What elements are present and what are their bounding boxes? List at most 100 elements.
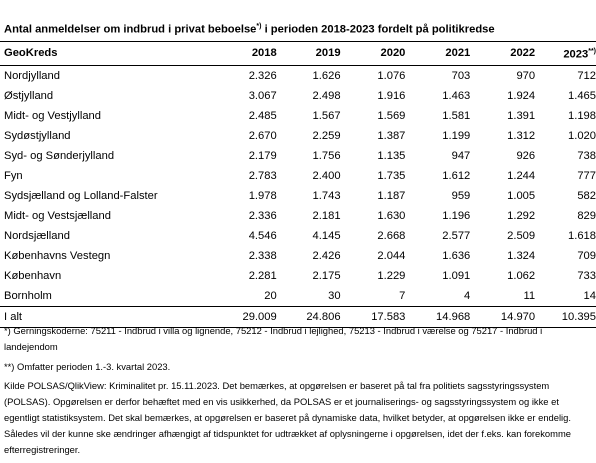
- region-name-cell: Sydøstjylland: [4, 129, 71, 142]
- value-cell: 20: [264, 289, 277, 302]
- value-cell: 30: [328, 289, 341, 302]
- value-cell: 1.569: [377, 109, 406, 122]
- value-cell: 2.281: [248, 269, 277, 282]
- region-name-cell: Københavns Vestegn: [4, 249, 111, 262]
- value-cell: 2.668: [377, 229, 406, 242]
- value-cell: 947: [451, 149, 471, 162]
- region-name-cell: Midt- og Vestjylland: [4, 109, 102, 122]
- value-cell: 1.091: [442, 269, 471, 282]
- footnote-2: **) Omfatter perioden 1.-3. kvartal 2023…: [4, 359, 584, 375]
- value-cell: 1.463: [442, 89, 471, 102]
- value-cell: 1.916: [377, 89, 406, 102]
- region-name-cell: København: [4, 269, 62, 282]
- value-cell: 14.970: [500, 310, 536, 323]
- region-name-cell: Sydsjælland og Lolland-Falster: [4, 189, 158, 202]
- value-cell: 1.612: [442, 169, 471, 182]
- value-cell: 1.387: [377, 129, 406, 142]
- burglary-table: GeoKreds 2018 2019 2020 2021 2022 2023**…: [0, 41, 596, 328]
- total-row: I alt 29.009 24.806 17.583 14.968 14.970 10.39…: [0, 306, 596, 328]
- header-geokreds: GeoKreds: [4, 47, 58, 60]
- value-cell: 2.179: [248, 149, 277, 162]
- table-title: Antal anmeldelser om indbrud i privat be…: [4, 23, 495, 36]
- value-cell: 2.181: [312, 209, 341, 222]
- table-row: København 2.281 2.175 1.229 1.091 1.062 733: [0, 266, 596, 286]
- value-cell: 1.391: [507, 109, 536, 122]
- region-name-cell: Østjylland: [4, 89, 54, 102]
- header-2023: 2023**): [535, 42, 596, 66]
- value-cell: 712: [577, 69, 596, 82]
- value-cell: 2.338: [248, 249, 277, 262]
- value-cell: 1.618: [568, 229, 596, 242]
- value-cell: 1.076: [377, 69, 406, 82]
- value-cell: 1.135: [377, 149, 406, 162]
- value-cell: 24.806: [306, 310, 341, 323]
- value-cell: 1.924: [507, 89, 536, 102]
- value-cell: 2.426: [312, 249, 341, 262]
- value-cell: 2.259: [312, 129, 341, 142]
- value-cell: 2.485: [248, 109, 277, 122]
- value-cell: 703: [451, 69, 471, 82]
- table-row: Midt- og Vestjylland 2.485 1.567 1.569 1.581…: [0, 106, 596, 126]
- value-cell: 1.978: [248, 189, 277, 202]
- value-cell: 829: [577, 209, 596, 222]
- value-cell: 2.175: [312, 269, 341, 282]
- table-row: Bornholm 20 30 7 4 11 14: [0, 286, 596, 307]
- value-cell: 1.630: [377, 209, 406, 222]
- table-row: Sydøstjylland 2.670 2.259 1.387 1.199 1.312 1.…: [0, 126, 596, 146]
- value-cell: 1.244: [507, 169, 536, 182]
- value-cell: 959: [451, 189, 471, 202]
- table-row: Sydsjælland og Lolland-Falster 1.978 1.743…: [0, 186, 596, 206]
- region-name-cell: Nordsjælland: [4, 229, 70, 242]
- value-cell: 4.145: [312, 229, 341, 242]
- title-text-continued: i perioden 2018-2023 fordelt på politikr…: [261, 23, 495, 36]
- value-cell: 2.783: [248, 169, 277, 182]
- value-cell: 2.044: [377, 249, 406, 262]
- header-row: GeoKreds 2018 2019 2020 2021 2022 2023**…: [0, 41, 596, 66]
- value-cell: 1.743: [312, 189, 341, 202]
- value-cell: 1.292: [507, 209, 536, 222]
- value-cell: 2.336: [248, 209, 277, 222]
- value-cell: 10.395: [561, 310, 596, 323]
- value-cell: 7: [399, 289, 406, 302]
- value-cell: 1.020: [568, 129, 596, 142]
- value-cell: 1.187: [377, 189, 406, 202]
- title-footnote-mark: *): [256, 23, 262, 30]
- value-cell: 4: [464, 289, 471, 302]
- value-cell: 1.465: [568, 89, 596, 102]
- value-cell: 733: [577, 269, 596, 282]
- region-name-cell: Fyn: [4, 169, 23, 182]
- footnote-1-text: Gerningskoderne: 75211 - Indbrud i villa…: [4, 325, 543, 352]
- value-cell: 2.326: [248, 69, 277, 82]
- value-cell: 709: [577, 249, 596, 262]
- region-name-cell: I alt: [4, 310, 23, 323]
- source-note: Kilde POLSAS/QlikView: Kriminalitet pr. …: [4, 380, 571, 455]
- value-cell: 4.546: [248, 229, 277, 242]
- header-2019: 2019: [315, 47, 341, 60]
- footnote-2-text: Omfatter perioden 1.-3. kvartal 2023.: [14, 361, 171, 372]
- value-cell: 1.199: [442, 129, 471, 142]
- value-cell: 14: [583, 289, 596, 302]
- table-row: Syd- og Sønderjylland 2.179 1.756 1.135 947 9…: [0, 146, 596, 166]
- table-row: Nordsjælland 4.546 4.145 2.668 2.577 2.509 1.6…: [0, 226, 596, 246]
- value-cell: 1.229: [377, 269, 406, 282]
- value-cell: 926: [516, 149, 536, 162]
- title-text: Antal anmeldelser om indbrud i privat be…: [4, 23, 257, 36]
- footnote-1: *) Gerningskoderne: 75211 - Indbrud i vi…: [4, 323, 584, 355]
- value-cell: 1.062: [507, 269, 536, 282]
- region-name-cell: Bornholm: [4, 289, 52, 302]
- footnote-2-mark: **): [4, 361, 15, 372]
- region-name-cell: Syd- og Sønderjylland: [4, 149, 115, 162]
- value-cell: 3.067: [248, 89, 277, 102]
- region-name-cell: Midt- og Vestsjælland: [4, 209, 111, 222]
- value-cell: 2.577: [442, 229, 471, 242]
- value-cell: 1.198: [568, 109, 596, 122]
- header-2021: 2021: [445, 47, 471, 60]
- header-2020: 2020: [380, 47, 406, 60]
- value-cell: 1.324: [507, 249, 536, 262]
- table-row: Midt- og Vestsjælland 2.336 2.181 1.630 1.19…: [0, 206, 596, 226]
- header-2023-label: 2023: [563, 48, 589, 61]
- value-cell: 2.498: [312, 89, 341, 102]
- value-cell: 2.670: [248, 129, 277, 142]
- value-cell: 738: [577, 149, 596, 162]
